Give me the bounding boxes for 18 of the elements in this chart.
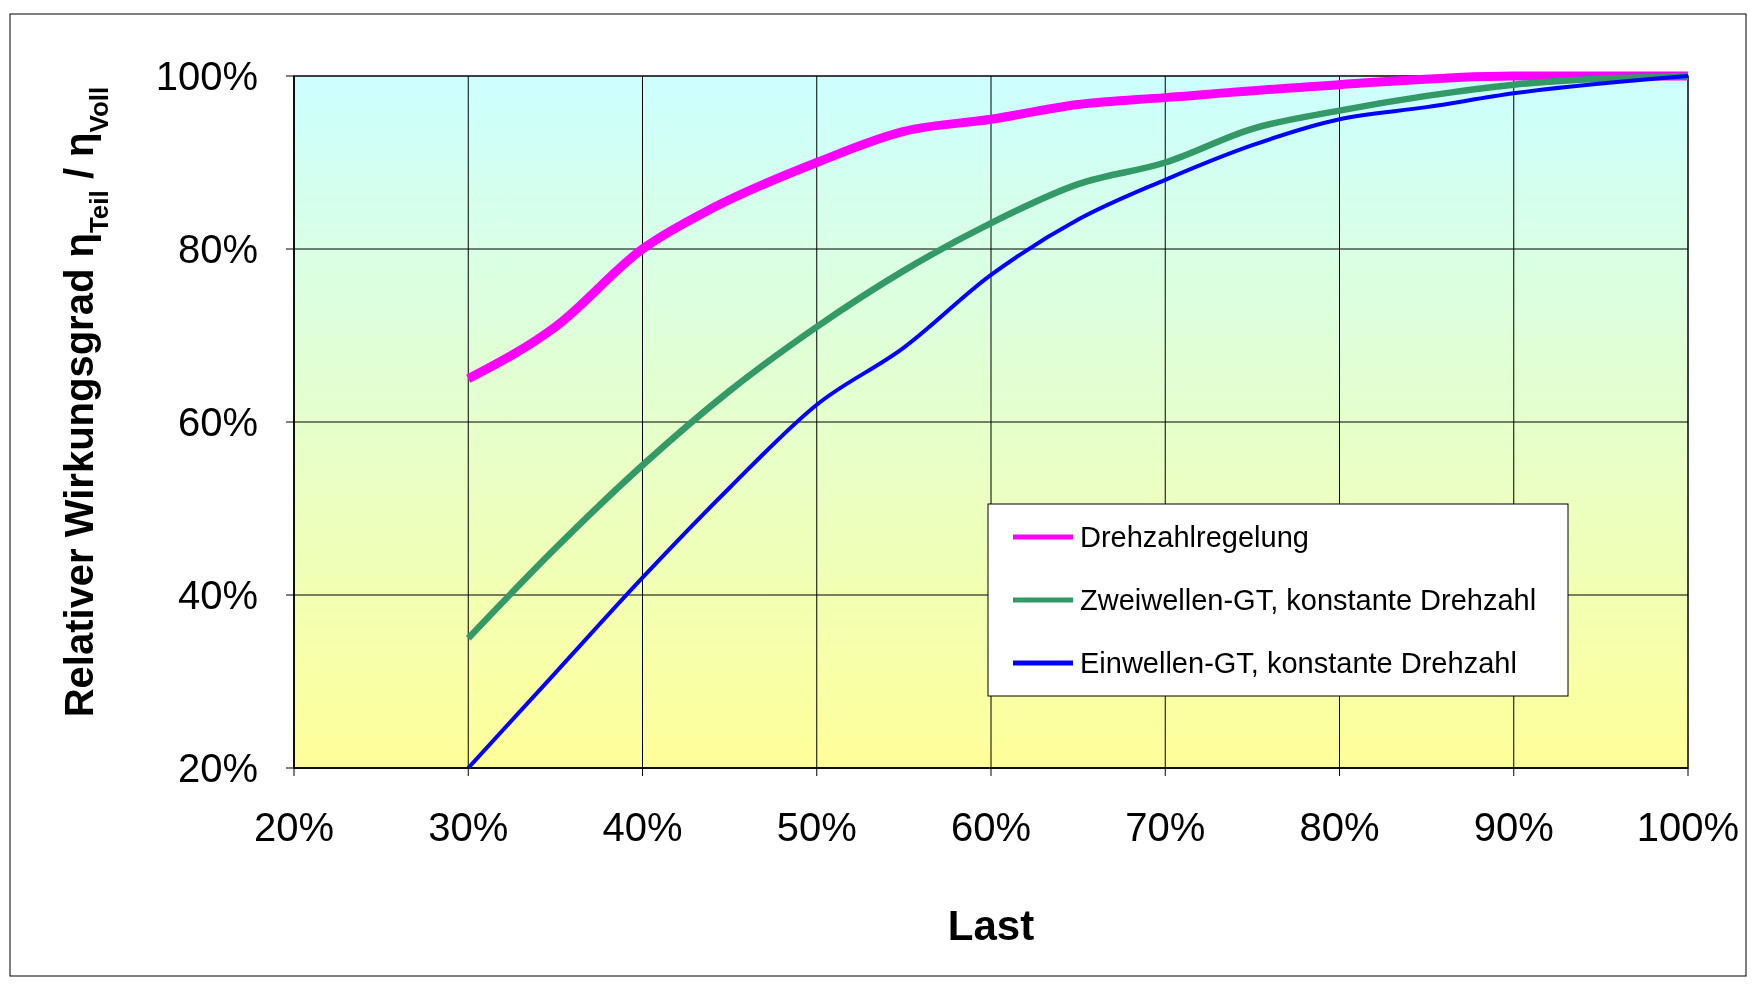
x-tick-label: 20% [253, 805, 335, 849]
y-tick-label: 100% [155, 54, 258, 98]
x-tick-label: 70% [1125, 805, 1206, 849]
y-tick-label: 40% [177, 573, 258, 617]
x-tick-label: 100% [1636, 805, 1740, 849]
legend-label: Einwellen-GT, konstante Drehzahl [1080, 647, 1517, 680]
y-tick-label: 60% [177, 400, 258, 444]
x-axis-title: Last [947, 902, 1035, 949]
legend-label: Zweiwellen-GT, konstante Drehzahl [1080, 584, 1537, 617]
x-tick-label: 90% [1473, 805, 1554, 849]
y-tick-label: 80% [177, 227, 258, 271]
y-tick-label: 20% [177, 746, 258, 790]
x-tick-label: 60% [950, 805, 1032, 849]
x-tick-label: 50% [776, 805, 857, 849]
x-tick-label: 40% [602, 805, 683, 849]
legend-label: Drehzahlregelung [1080, 521, 1309, 554]
x-tick-label: 80% [1299, 805, 1380, 849]
x-tick-label: 30% [428, 805, 509, 849]
